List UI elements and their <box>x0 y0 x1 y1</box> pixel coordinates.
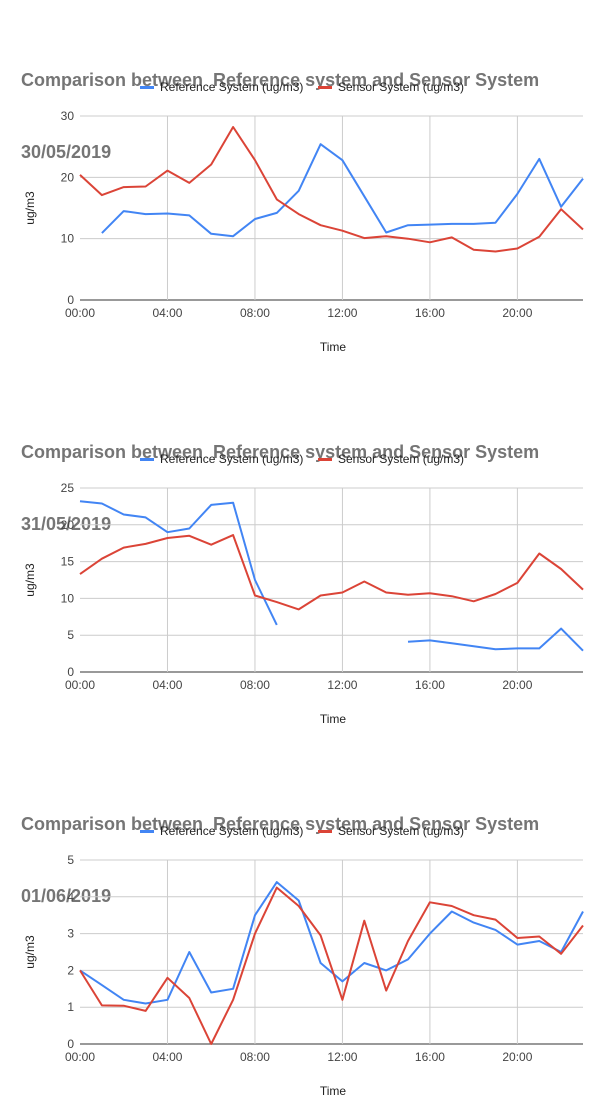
legend-item-sensor[interactable]: Sensor System (ug/m3) <box>318 824 464 838</box>
reference-system-line <box>79 881 584 1005</box>
vertical-gridlines <box>166 116 518 300</box>
x-tick-label: 08:00 <box>240 306 270 320</box>
y-tick-label: 30 <box>61 109 75 123</box>
horizontal-gridlines <box>80 859 583 1045</box>
y-tick-label: 25 <box>61 481 75 495</box>
y-tick-label: 0 <box>67 293 74 307</box>
vertical-gridlines <box>166 860 518 1044</box>
x-tick-label: 16:00 <box>415 678 445 692</box>
series-lines <box>79 500 584 652</box>
chart-31-05-2019: Comparison between Reference system and … <box>0 372 604 744</box>
x-axis-title: Time <box>320 340 347 354</box>
y-tick-label: 15 <box>61 555 75 569</box>
x-tick-label: 16:00 <box>415 1050 445 1064</box>
x-tick-labels: 00:00 04:00 08:00 12:00 16:00 20:00 <box>65 678 533 692</box>
legend-item-reference[interactable]: Reference System (ug/m3) <box>140 824 303 838</box>
y-tick-label: 5 <box>67 853 74 867</box>
legend-item-reference[interactable]: Reference System (ug/m3) <box>140 452 303 466</box>
y-tick-label: 10 <box>61 591 75 605</box>
y-tick-label: 20 <box>61 518 75 532</box>
x-tick-label: 08:00 <box>240 678 270 692</box>
y-tick-label: 5 <box>67 628 74 642</box>
x-tick-label: 20:00 <box>502 306 532 320</box>
chart-plot: 0 1 2 3 4 5 00:00 04:00 08:00 12:00 16:00 20:00 ug… <box>23 853 584 1098</box>
legend-swatch-reference <box>140 829 154 833</box>
chart-legend[interactable]: Reference System (ug/m3) Sensor System (… <box>0 824 604 842</box>
chart-01-06-2019: Comparison between Reference system and … <box>0 744 604 1116</box>
legend-swatch-reference <box>140 457 154 461</box>
x-tick-label: 04:00 <box>152 306 182 320</box>
chart-title-line1: Comparison between Reference system and … <box>21 70 540 90</box>
legend-swatch-sensor <box>318 85 332 89</box>
x-tick-label: 00:00 <box>65 1050 95 1064</box>
legend-item-reference[interactable]: Reference System (ug/m3) <box>140 80 303 94</box>
y-axis-title: ug/m3 <box>23 935 37 969</box>
chart-title-line2: 31/05/2019 <box>21 514 112 534</box>
legend-label-reference: Reference System (ug/m3) <box>160 824 304 838</box>
x-tick-label: 12:00 <box>327 1050 357 1064</box>
chart-title-line1: Comparison between Reference system and … <box>21 442 540 462</box>
legend-label-reference: Reference System (ug/m3) <box>160 452 304 466</box>
legend-swatch-reference <box>140 85 154 89</box>
reference-system-line <box>79 500 278 626</box>
chart-title-line2: 30/05/2019 <box>21 142 112 162</box>
y-axis-title: ug/m3 <box>23 563 37 597</box>
sensor-system-line <box>79 534 584 611</box>
y-tick-labels: 0 1 2 3 4 5 <box>67 853 74 1051</box>
x-tick-label: 04:00 <box>152 678 182 692</box>
series-lines <box>79 126 584 253</box>
legend-swatch-sensor <box>318 457 332 461</box>
x-tick-label: 00:00 <box>65 306 95 320</box>
y-tick-label: 10 <box>61 232 75 246</box>
x-tick-label: 20:00 <box>502 678 532 692</box>
y-tick-label: 2 <box>67 963 74 977</box>
y-tick-label: 20 <box>61 170 75 184</box>
legend-label-sensor: Sensor System (ug/m3) <box>338 824 465 838</box>
legend-label-reference: Reference System (ug/m3) <box>160 80 304 94</box>
sensor-system-line <box>79 126 584 253</box>
y-tick-label: 1 <box>67 1000 74 1014</box>
chart-title: Comparison between Reference system and … <box>21 764 539 956</box>
legend-swatch-sensor <box>318 829 332 833</box>
chart-title-line1: Comparison between Reference system and … <box>21 814 540 834</box>
chart-title-line2: 01/06/2019 <box>21 886 112 906</box>
legend-item-sensor[interactable]: Sensor System (ug/m3) <box>318 452 464 466</box>
x-axis-title: Time <box>320 712 347 726</box>
chart-30-05-2019: Comparison between Reference system and … <box>0 0 604 372</box>
x-tick-label: 12:00 <box>327 678 357 692</box>
chart-title: Comparison between Reference system and … <box>21 20 539 212</box>
y-tick-label: 0 <box>67 665 74 679</box>
chart-plot: 0 10 20 30 00:00 04:00 08:00 12:00 16:00 20:00 u… <box>23 109 584 354</box>
x-tick-labels: 00:00 04:00 08:00 12:00 16:00 20:00 <box>65 306 533 320</box>
reference-system-line <box>101 143 584 238</box>
y-axis-title: ug/m3 <box>23 191 37 225</box>
x-tick-label: 00:00 <box>65 678 95 692</box>
chart-legend[interactable]: Reference System (ug/m3) Sensor System (… <box>0 80 604 98</box>
x-tick-label: 04:00 <box>152 1050 182 1064</box>
series-lines <box>79 881 584 1045</box>
chart-title: Comparison between Reference system and … <box>21 392 539 584</box>
legend-label-sensor: Sensor System (ug/m3) <box>338 452 465 466</box>
y-tick-labels: 0 10 20 30 <box>61 109 75 307</box>
x-tick-labels: 00:00 04:00 08:00 12:00 16:00 20:00 <box>65 1050 533 1064</box>
legend-label-sensor: Sensor System (ug/m3) <box>338 80 465 94</box>
y-tick-label: 3 <box>67 927 74 941</box>
horizontal-gridlines <box>80 115 583 301</box>
reference-system-line <box>407 627 584 652</box>
y-tick-labels: 0 5 10 15 20 25 <box>61 481 75 679</box>
y-tick-label: 4 <box>67 890 74 904</box>
horizontal-gridlines <box>80 487 583 673</box>
x-axis-title: Time <box>320 1084 347 1098</box>
sensor-system-line <box>79 886 584 1045</box>
legend-item-sensor[interactable]: Sensor System (ug/m3) <box>318 80 464 94</box>
x-tick-label: 12:00 <box>327 306 357 320</box>
x-tick-label: 16:00 <box>415 306 445 320</box>
chart-plot: 0 5 10 15 20 25 00:00 04:00 08:00 12:00 16:00 20:0… <box>23 481 584 726</box>
x-tick-label: 20:00 <box>502 1050 532 1064</box>
y-tick-label: 0 <box>67 1037 74 1051</box>
x-tick-label: 08:00 <box>240 1050 270 1064</box>
chart-legend[interactable]: Reference System (ug/m3) Sensor System (… <box>0 452 604 470</box>
